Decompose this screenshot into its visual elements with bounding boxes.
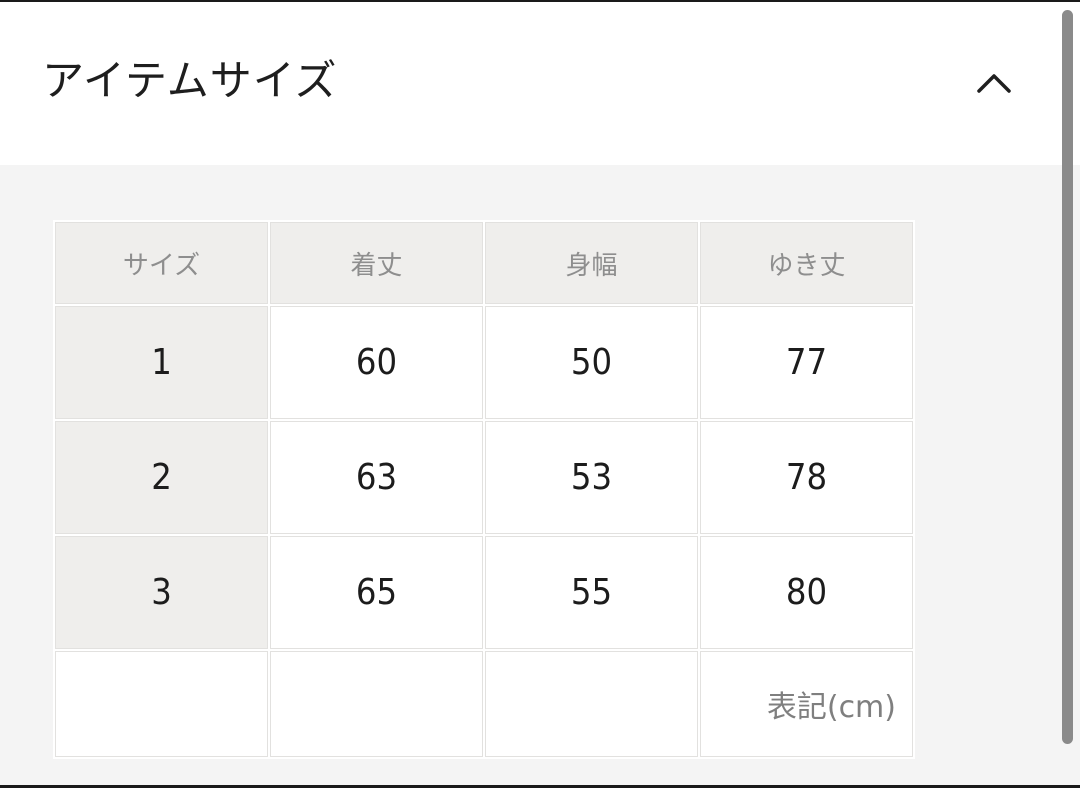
value-cell: 78 xyxy=(700,421,913,534)
table-row: 3 65 55 80 xyxy=(55,536,913,649)
collapse-section-button[interactable] xyxy=(972,69,1016,99)
column-header-sleeve: ゆき丈 xyxy=(700,222,913,304)
column-header-size: サイズ xyxy=(55,222,268,304)
value-cell: 55 xyxy=(485,536,698,649)
table-footer-row: 表記(cm) xyxy=(55,651,913,757)
top-frame-bar xyxy=(0,0,1080,2)
size-label-cell: 1 xyxy=(55,306,268,419)
column-header-width: 身幅 xyxy=(485,222,698,304)
section-body: サイズ 着丈 身幅 ゆき丈 1 60 50 77 2 63 53 78 xyxy=(0,165,1080,785)
column-header-length: 着丈 xyxy=(270,222,483,304)
table-row: 1 60 50 77 xyxy=(55,306,913,419)
chevron-up-icon xyxy=(976,73,1012,95)
page-title: アイテムサイズ xyxy=(42,55,338,105)
table-row: 2 63 53 78 xyxy=(55,421,913,534)
vertical-scrollbar-thumb[interactable] xyxy=(1062,10,1073,744)
value-cell: 63 xyxy=(270,421,483,534)
value-cell: 77 xyxy=(700,306,913,419)
size-table: サイズ 着丈 身幅 ゆき丈 1 60 50 77 2 63 53 78 xyxy=(53,220,915,759)
unit-note-cell: 表記(cm) xyxy=(700,651,913,757)
value-cell: 80 xyxy=(700,536,913,649)
size-label-cell: 3 xyxy=(55,536,268,649)
empty-cell xyxy=(55,651,268,757)
value-cell: 65 xyxy=(270,536,483,649)
value-cell: 53 xyxy=(485,421,698,534)
bottom-frame-bar xyxy=(0,785,1080,788)
section-header[interactable]: アイテムサイズ xyxy=(0,2,1080,165)
empty-cell xyxy=(270,651,483,757)
size-label-cell: 2 xyxy=(55,421,268,534)
value-cell: 50 xyxy=(485,306,698,419)
value-cell: 60 xyxy=(270,306,483,419)
table-header-row: サイズ 着丈 身幅 ゆき丈 xyxy=(55,222,913,304)
empty-cell xyxy=(485,651,698,757)
